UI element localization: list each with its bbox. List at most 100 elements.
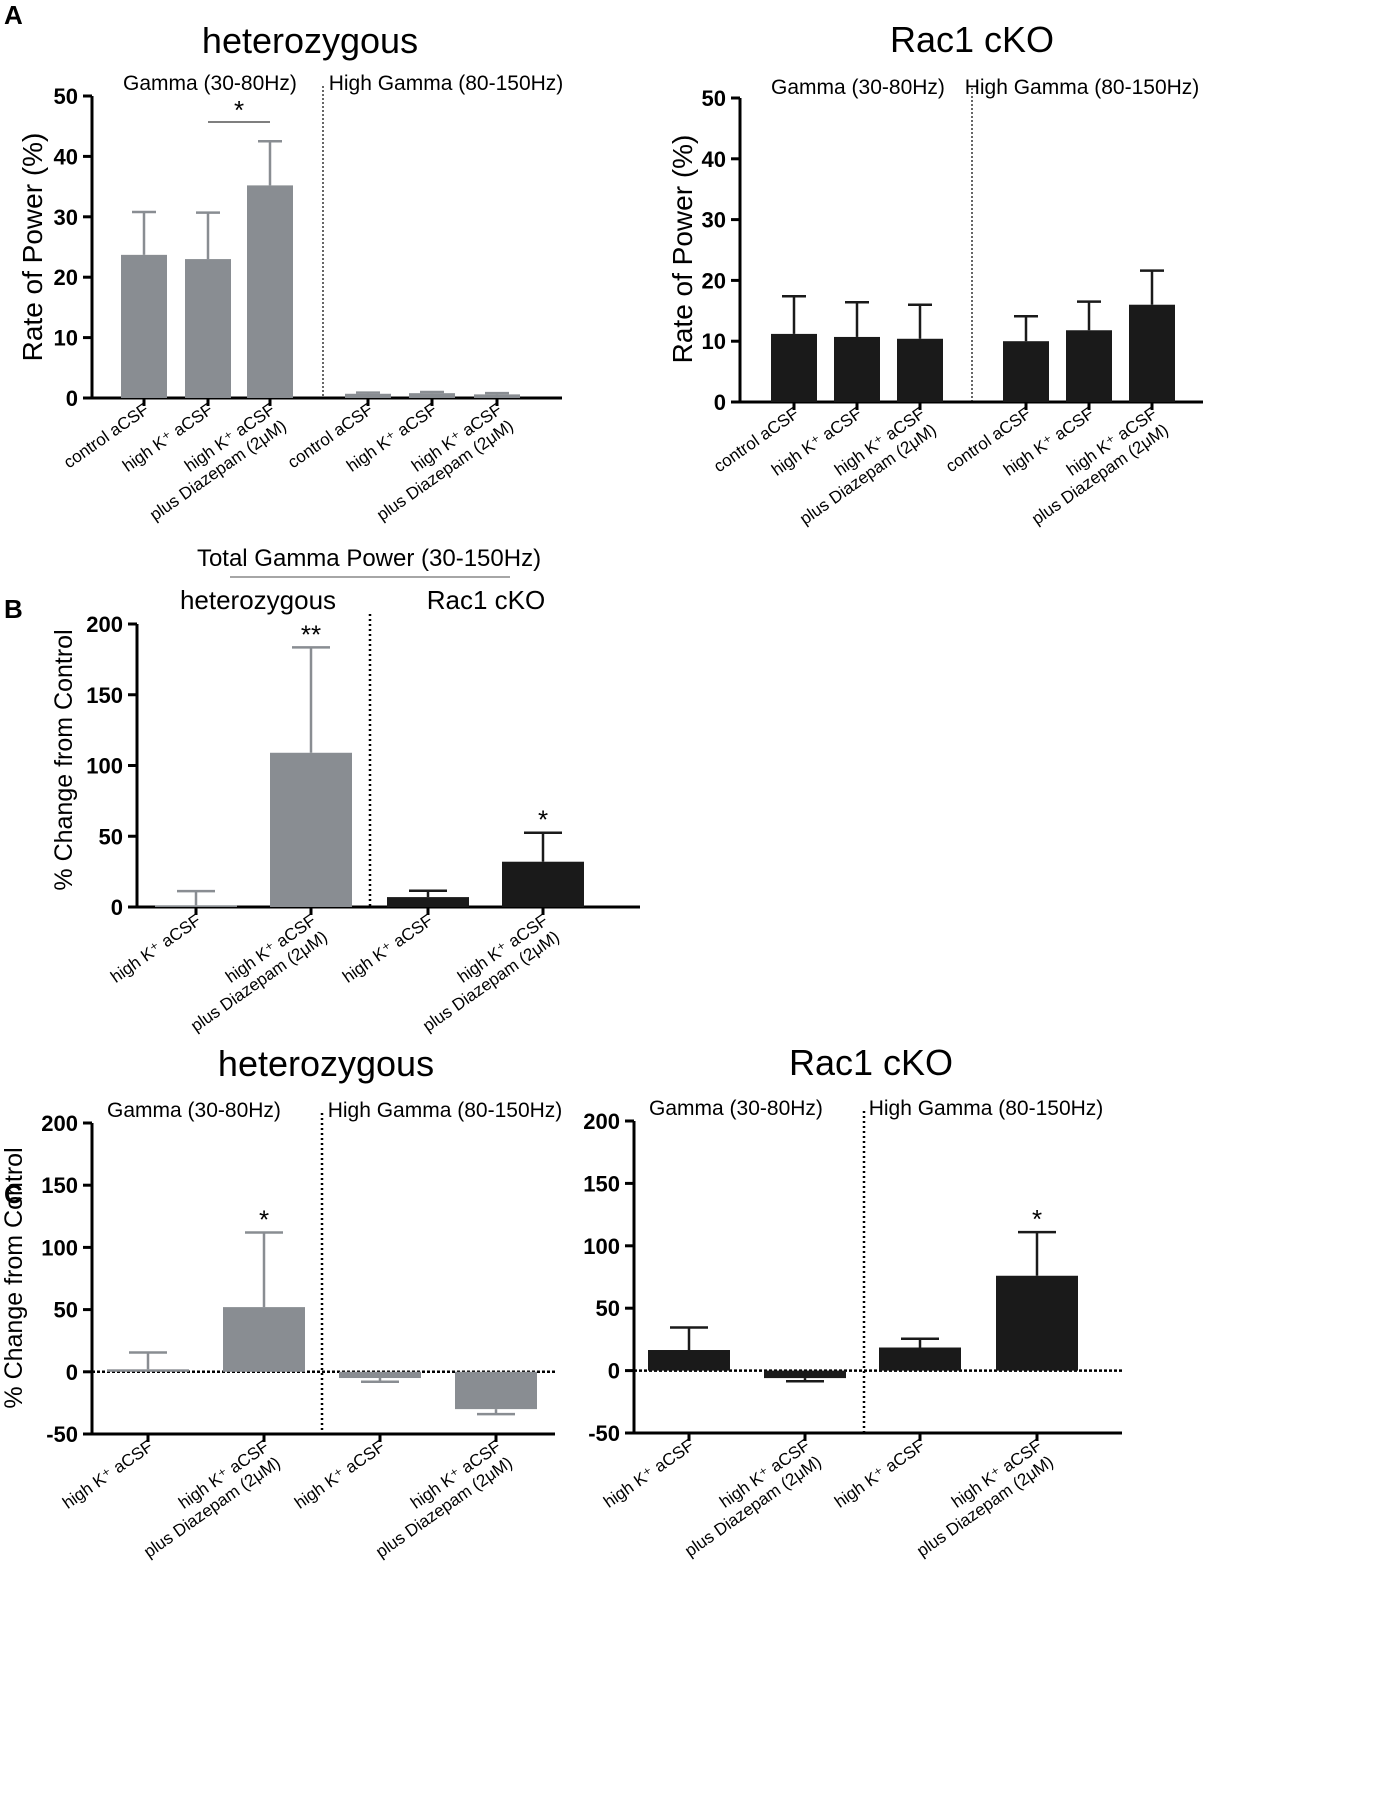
- category-label-line2: plus Diazepam (2μM): [372, 1453, 516, 1561]
- chart-c-heterozygous: heterozygous Gamma (30-80Hz) High Gamma (8…: [0, 1043, 562, 1562]
- group-label: heterozygous: [180, 585, 336, 615]
- category-label: high K⁺ aCSFplus Diazepam (2μM): [1017, 404, 1172, 529]
- bar: [155, 905, 237, 907]
- y-tick-label: 30: [702, 208, 726, 233]
- bar: [345, 393, 391, 398]
- chart-title: heterozygous: [202, 20, 418, 61]
- y-axis-label: Rate of Power (%): [667, 135, 698, 364]
- group-label: Gamma (30-80Hz): [771, 76, 945, 99]
- chart-title: Rac1 cKO: [789, 1042, 953, 1083]
- bar: [387, 897, 469, 907]
- significance-star: *: [1032, 1204, 1042, 1234]
- y-tick-label: 20: [54, 265, 78, 290]
- y-tick-label: 200: [86, 612, 123, 637]
- bar: [474, 394, 520, 398]
- bar: [270, 752, 352, 907]
- category-label: high K⁺ aCSFplus Diazepam (2μM): [902, 1436, 1057, 1561]
- category-label: high K⁺ aCSFplus Diazepam (2μM): [785, 404, 940, 529]
- bar: [121, 254, 167, 398]
- bar: [247, 185, 293, 398]
- y-tick-label: 50: [99, 824, 123, 849]
- category-label-line2: plus Diazepam (2μM): [140, 1453, 284, 1561]
- category-label: high K⁺ aCSF: [59, 1437, 156, 1513]
- bar: [223, 1307, 305, 1372]
- y-axis-label: Rate of Power (%): [17, 133, 48, 362]
- group-label: Gamma (30-80Hz): [649, 1097, 823, 1120]
- bar: [648, 1350, 730, 1371]
- bar: [764, 1370, 846, 1379]
- y-tick-label: 100: [86, 754, 123, 779]
- category-label: high K⁺ aCSFplus Diazepam (2μM): [670, 1436, 825, 1561]
- group-label: Gamma (30-80Hz): [123, 72, 297, 95]
- category-label: high K⁺ aCSFplus Diazepam (2μM): [135, 400, 290, 525]
- group-label: Rac1 cKO: [427, 585, 546, 615]
- group-label: High Gamma (80-150Hz): [869, 1097, 1104, 1120]
- category-label: high K⁺ aCSF: [600, 1436, 697, 1512]
- y-tick-label: -50: [46, 1422, 78, 1447]
- bar: [339, 1371, 421, 1379]
- y-tick-label: 10: [54, 326, 78, 351]
- bar: [1066, 330, 1112, 402]
- y-tick-label: 150: [86, 683, 123, 708]
- bar: [771, 333, 817, 402]
- bar: [107, 1369, 189, 1372]
- y-tick-label: 50: [596, 1296, 620, 1321]
- bar: [185, 259, 231, 398]
- bar: [996, 1275, 1078, 1371]
- y-tick-label: 100: [41, 1235, 78, 1260]
- category-label: high K⁺ aCSFplus Diazepam (2μM): [129, 1437, 284, 1562]
- category-label: high K⁺ aCSFplus Diazepam (2μM): [362, 400, 517, 525]
- chart-c-rac1-cko: Rac1 cKO Gamma (30-80Hz) High Gamma (80-15…: [583, 1042, 1122, 1561]
- significance-star: **: [301, 619, 321, 649]
- y-tick-label: 20: [702, 268, 726, 293]
- chart-title: heterozygous: [218, 1043, 434, 1084]
- bar: [834, 336, 880, 402]
- panel-letter-a: A: [4, 0, 23, 30]
- y-tick-label: 30: [54, 205, 78, 230]
- y-tick-label: 200: [41, 1111, 78, 1136]
- y-tick-label: 200: [583, 1109, 620, 1134]
- y-tick-label: -50: [588, 1421, 620, 1446]
- chart-title: Rac1 cKO: [890, 19, 1054, 60]
- significance-star: *: [259, 1204, 269, 1234]
- category-label-line2: plus Diazepam (2μM): [419, 927, 563, 1035]
- chart-title: Total Gamma Power (30-150Hz): [197, 545, 541, 572]
- panel-letter-c: C: [4, 1179, 23, 1209]
- bar: [1129, 304, 1175, 402]
- y-tick-label: 0: [714, 390, 726, 415]
- bar: [502, 861, 584, 907]
- y-tick-label: 0: [66, 386, 78, 411]
- bar: [409, 393, 455, 398]
- category-label: high K⁺ aCSF: [831, 1436, 928, 1512]
- y-tick-label: 50: [54, 1298, 78, 1323]
- group-label: High Gamma (80-150Hz): [328, 1099, 563, 1122]
- panel-letter-b: B: [4, 594, 23, 624]
- y-tick-label: 40: [54, 144, 78, 169]
- y-tick-label: 50: [702, 86, 726, 111]
- chart-b-total-gamma: Total Gamma Power (30-150Hz) heterozygous…: [50, 545, 640, 1036]
- y-tick-label: 100: [583, 1234, 620, 1259]
- y-axis-label: % Change from Control: [50, 629, 78, 890]
- category-label: high K⁺ aCSFplus Diazepam (2μM): [361, 1437, 516, 1562]
- significance-star: *: [234, 95, 244, 125]
- category-label-line2: plus Diazepam (2μM): [681, 1452, 825, 1560]
- category-label: high K⁺ aCSF: [339, 911, 436, 987]
- y-axis-label: % Change from Control: [0, 1147, 28, 1408]
- significance-star: *: [538, 805, 548, 835]
- y-tick-label: 150: [41, 1173, 78, 1198]
- y-tick-label: 10: [702, 329, 726, 354]
- group-label: Gamma (30-80Hz): [107, 1099, 281, 1122]
- y-tick-label: 0: [608, 1359, 620, 1384]
- category-label: high K⁺ aCSF: [291, 1437, 388, 1513]
- group-label: High Gamma (80-150Hz): [965, 76, 1200, 99]
- chart-a-heterozygous: heterozygous Gamma (30-80Hz) High Gamma (8…: [17, 20, 563, 525]
- y-tick-label: 150: [583, 1171, 620, 1196]
- bar: [1003, 341, 1049, 402]
- category-label-line2: plus Diazepam (2μM): [913, 1452, 1057, 1560]
- bar: [455, 1371, 537, 1410]
- bar: [897, 338, 943, 402]
- category-label: high K⁺ aCSF: [107, 911, 204, 987]
- chart-a-rac1-ckO: Rac1 cKO Gamma (30-80Hz) High Gamma (80-15…: [667, 19, 1203, 529]
- y-tick-label: 0: [66, 1360, 78, 1385]
- category-label-line2: plus Diazepam (2μM): [187, 927, 331, 1035]
